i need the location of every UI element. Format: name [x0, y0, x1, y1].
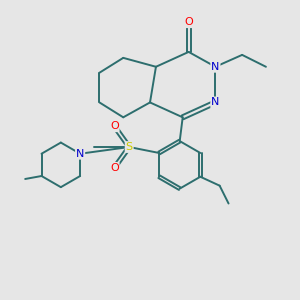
- Text: N: N: [211, 62, 220, 72]
- Text: N: N: [211, 98, 220, 107]
- Text: N: N: [76, 149, 84, 159]
- Text: O: O: [110, 121, 119, 131]
- Text: O: O: [110, 163, 119, 173]
- Text: O: O: [184, 17, 193, 27]
- Text: S: S: [126, 142, 133, 152]
